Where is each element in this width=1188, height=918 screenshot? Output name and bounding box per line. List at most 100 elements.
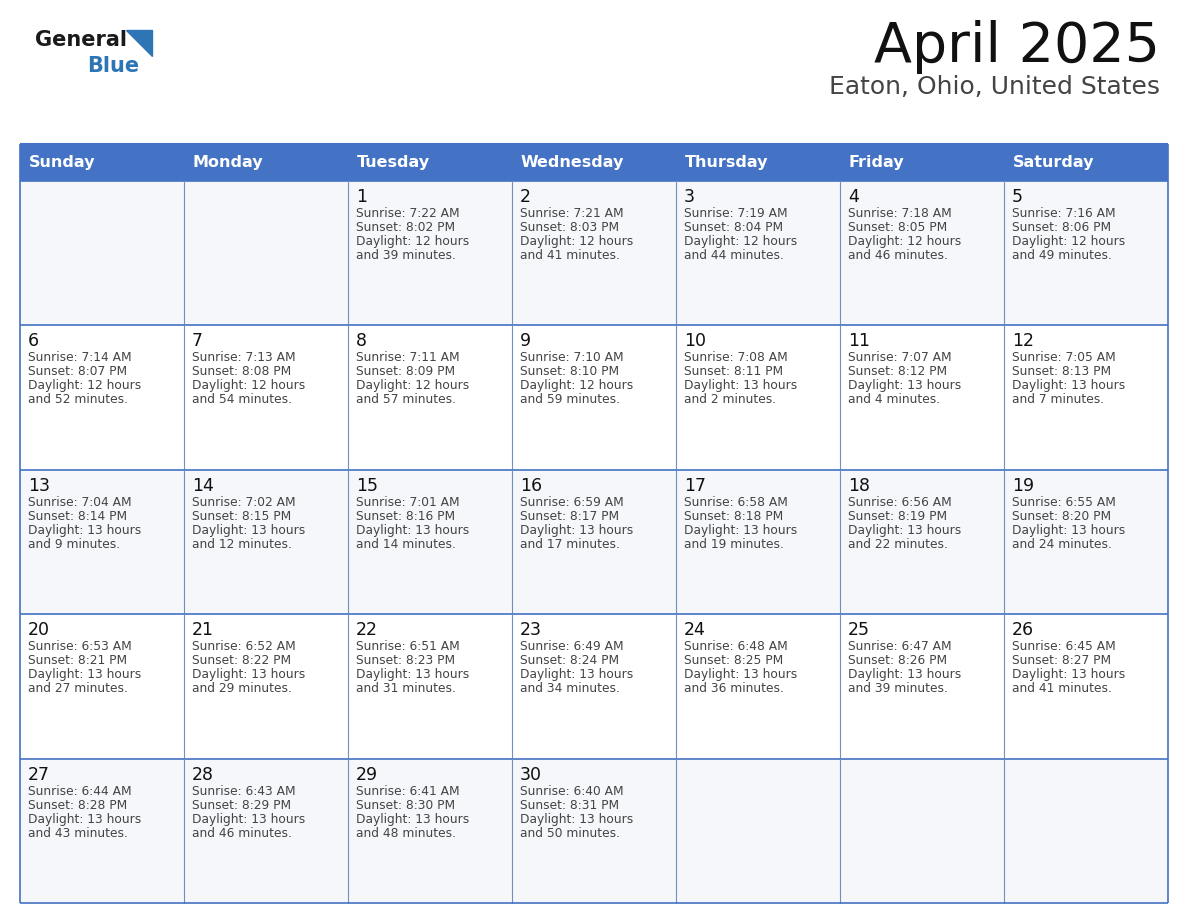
Text: Sunset: 8:12 PM: Sunset: 8:12 PM	[848, 365, 947, 378]
Text: Thursday: Thursday	[685, 155, 769, 171]
Text: Daylight: 13 hours: Daylight: 13 hours	[684, 379, 797, 392]
Text: Sunset: 8:07 PM: Sunset: 8:07 PM	[29, 365, 127, 378]
Text: Daylight: 13 hours: Daylight: 13 hours	[520, 524, 633, 537]
Text: Daylight: 13 hours: Daylight: 13 hours	[520, 668, 633, 681]
Text: Sunrise: 7:02 AM: Sunrise: 7:02 AM	[192, 496, 296, 509]
Text: Daylight: 13 hours: Daylight: 13 hours	[1012, 379, 1125, 392]
Text: and 31 minutes.: and 31 minutes.	[356, 682, 456, 695]
Text: and 36 minutes.: and 36 minutes.	[684, 682, 784, 695]
Text: General: General	[34, 30, 127, 50]
Text: Sunrise: 6:55 AM: Sunrise: 6:55 AM	[1012, 496, 1116, 509]
Bar	[20, 325, 1168, 470]
Text: 10: 10	[684, 332, 706, 351]
Text: Daylight: 13 hours: Daylight: 13 hours	[848, 524, 961, 537]
Text: Sunset: 8:29 PM: Sunset: 8:29 PM	[192, 799, 291, 812]
Text: and 22 minutes.: and 22 minutes.	[848, 538, 948, 551]
Text: 5: 5	[1012, 188, 1023, 206]
Text: and 14 minutes.: and 14 minutes.	[356, 538, 456, 551]
Text: Daylight: 12 hours: Daylight: 12 hours	[356, 379, 469, 392]
Text: Sunrise: 7:08 AM: Sunrise: 7:08 AM	[684, 352, 788, 364]
Text: 7: 7	[192, 332, 203, 351]
Text: Friday: Friday	[849, 155, 904, 171]
Text: Sunset: 8:28 PM: Sunset: 8:28 PM	[29, 799, 127, 812]
Text: April 2025: April 2025	[874, 20, 1159, 74]
Text: Sunrise: 6:40 AM: Sunrise: 6:40 AM	[520, 785, 624, 798]
Text: Daylight: 12 hours: Daylight: 12 hours	[1012, 235, 1125, 248]
Text: 22: 22	[356, 621, 378, 639]
Text: Sunrise: 7:11 AM: Sunrise: 7:11 AM	[356, 352, 460, 364]
Text: Sunset: 8:16 PM: Sunset: 8:16 PM	[356, 509, 455, 522]
Text: Daylight: 13 hours: Daylight: 13 hours	[684, 668, 797, 681]
Text: Sunrise: 6:52 AM: Sunrise: 6:52 AM	[192, 640, 296, 654]
Text: and 24 minutes.: and 24 minutes.	[1012, 538, 1112, 551]
Text: Sunset: 8:08 PM: Sunset: 8:08 PM	[192, 365, 291, 378]
Bar	[512, 145, 676, 181]
Bar	[20, 181, 1168, 325]
Text: Sunday: Sunday	[29, 155, 95, 171]
Text: Sunset: 8:10 PM: Sunset: 8:10 PM	[520, 365, 619, 378]
Text: and 9 minutes.: and 9 minutes.	[29, 538, 120, 551]
Text: 13: 13	[29, 476, 50, 495]
Text: Daylight: 12 hours: Daylight: 12 hours	[848, 235, 961, 248]
Text: 14: 14	[192, 476, 214, 495]
Text: Sunrise: 6:47 AM: Sunrise: 6:47 AM	[848, 640, 952, 654]
Text: Sunset: 8:03 PM: Sunset: 8:03 PM	[520, 221, 619, 234]
Text: Sunset: 8:18 PM: Sunset: 8:18 PM	[684, 509, 783, 522]
Text: 9: 9	[520, 332, 531, 351]
Text: Sunset: 8:05 PM: Sunset: 8:05 PM	[848, 221, 947, 234]
Text: 17: 17	[684, 476, 706, 495]
Text: Sunset: 8:31 PM: Sunset: 8:31 PM	[520, 799, 619, 812]
Text: Sunset: 8:02 PM: Sunset: 8:02 PM	[356, 221, 455, 234]
Text: and 48 minutes.: and 48 minutes.	[356, 826, 456, 840]
Text: Sunrise: 6:41 AM: Sunrise: 6:41 AM	[356, 785, 460, 798]
Text: Sunrise: 7:01 AM: Sunrise: 7:01 AM	[356, 496, 460, 509]
Text: and 17 minutes.: and 17 minutes.	[520, 538, 620, 551]
Text: and 52 minutes.: and 52 minutes.	[29, 394, 128, 407]
Text: and 41 minutes.: and 41 minutes.	[520, 249, 620, 262]
Text: Daylight: 13 hours: Daylight: 13 hours	[192, 668, 305, 681]
Text: Sunset: 8:11 PM: Sunset: 8:11 PM	[684, 365, 783, 378]
Text: and 41 minutes.: and 41 minutes.	[1012, 682, 1112, 695]
Text: and 2 minutes.: and 2 minutes.	[684, 394, 776, 407]
Text: Eaton, Ohio, United States: Eaton, Ohio, United States	[829, 75, 1159, 99]
Text: Daylight: 13 hours: Daylight: 13 hours	[1012, 524, 1125, 537]
Text: 16: 16	[520, 476, 542, 495]
Text: Daylight: 13 hours: Daylight: 13 hours	[356, 668, 469, 681]
Text: Daylight: 13 hours: Daylight: 13 hours	[356, 524, 469, 537]
Text: Sunset: 8:26 PM: Sunset: 8:26 PM	[848, 655, 947, 667]
Text: and 29 minutes.: and 29 minutes.	[192, 682, 292, 695]
Text: 27: 27	[29, 766, 50, 784]
Bar	[840, 145, 1004, 181]
Text: 18: 18	[848, 476, 870, 495]
Text: Daylight: 12 hours: Daylight: 12 hours	[520, 379, 633, 392]
Text: 21: 21	[192, 621, 214, 639]
Text: Sunset: 8:17 PM: Sunset: 8:17 PM	[520, 509, 619, 522]
Text: Daylight: 12 hours: Daylight: 12 hours	[520, 235, 633, 248]
Text: Monday: Monday	[192, 155, 264, 171]
Bar	[676, 145, 840, 181]
Text: and 39 minutes.: and 39 minutes.	[356, 249, 456, 262]
Text: Daylight: 12 hours: Daylight: 12 hours	[29, 379, 141, 392]
Text: 15: 15	[356, 476, 378, 495]
Text: and 44 minutes.: and 44 minutes.	[684, 249, 784, 262]
Text: Daylight: 13 hours: Daylight: 13 hours	[29, 524, 141, 537]
Text: 30: 30	[520, 766, 542, 784]
Text: Sunrise: 7:16 AM: Sunrise: 7:16 AM	[1012, 207, 1116, 220]
Text: and 39 minutes.: and 39 minutes.	[848, 682, 948, 695]
Text: 4: 4	[848, 188, 859, 206]
Text: Sunset: 8:14 PM: Sunset: 8:14 PM	[29, 509, 127, 522]
Text: 19: 19	[1012, 476, 1034, 495]
Text: and 19 minutes.: and 19 minutes.	[684, 538, 784, 551]
Text: Daylight: 13 hours: Daylight: 13 hours	[356, 812, 469, 825]
Text: and 50 minutes.: and 50 minutes.	[520, 826, 620, 840]
Text: Daylight: 13 hours: Daylight: 13 hours	[192, 524, 305, 537]
Text: and 43 minutes.: and 43 minutes.	[29, 826, 128, 840]
Text: Sunrise: 7:07 AM: Sunrise: 7:07 AM	[848, 352, 952, 364]
Bar	[20, 145, 184, 181]
Text: Sunrise: 7:05 AM: Sunrise: 7:05 AM	[1012, 352, 1116, 364]
Text: and 7 minutes.: and 7 minutes.	[1012, 394, 1104, 407]
Text: 26: 26	[1012, 621, 1034, 639]
Text: 20: 20	[29, 621, 50, 639]
Text: Daylight: 12 hours: Daylight: 12 hours	[684, 235, 797, 248]
Text: Sunrise: 6:53 AM: Sunrise: 6:53 AM	[29, 640, 132, 654]
